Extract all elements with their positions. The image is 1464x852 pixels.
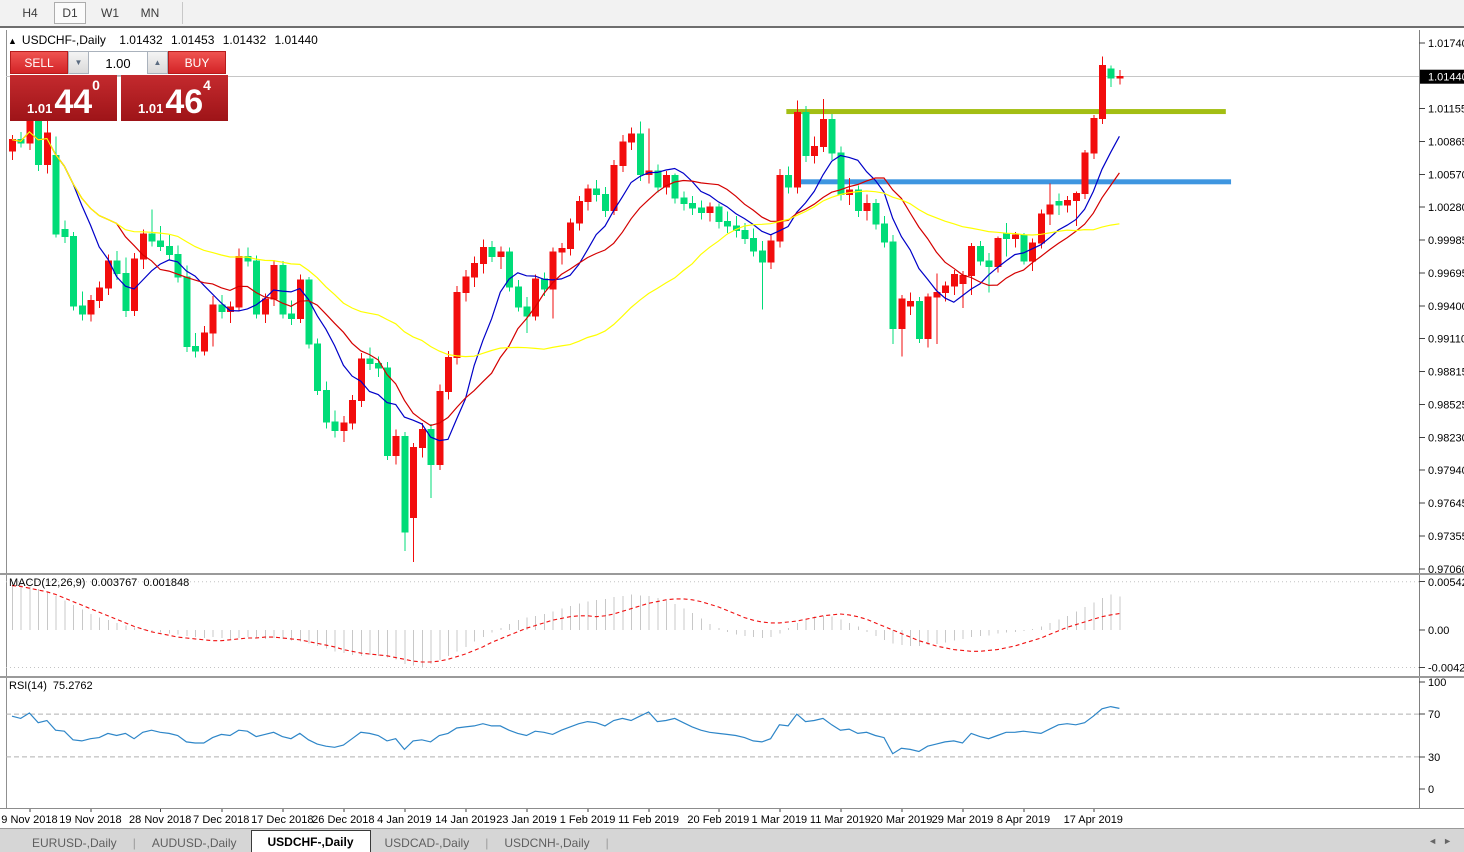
buy-price-prefix: 1.01: [138, 101, 164, 116]
rsi-label: RSI(14) 75.2762: [9, 680, 93, 692]
volume-decrease-button[interactable]: ▼: [68, 51, 89, 74]
buy-price-display[interactable]: 1.01 46 4: [121, 75, 228, 121]
sell-price-big: 44: [54, 83, 93, 121]
svg-text:20 Mar 2019: 20 Mar 2019: [871, 814, 933, 826]
ohlc-close: 1.01440: [274, 33, 318, 47]
svg-text:70: 70: [1428, 709, 1440, 721]
svg-text:1.01740: 1.01740: [1428, 38, 1464, 50]
tab-scroll-arrows[interactable]: ◄►: [1428, 836, 1458, 846]
volume-increase-button[interactable]: ▲: [147, 51, 168, 74]
svg-text:17 Apr 2019: 17 Apr 2019: [1064, 814, 1123, 826]
svg-text:11 Feb 2019: 11 Feb 2019: [618, 814, 679, 826]
current-price-badge: 1.01440: [1428, 72, 1464, 84]
rsi-indicator-panel[interactable]: RSI(14) 75.2762 100 70 30 0: [0, 678, 1464, 809]
buy-price-sup: 4: [203, 77, 211, 93]
svg-text:-0.004217: -0.004217: [1428, 662, 1464, 674]
svg-text:8 Apr 2019: 8 Apr 2019: [997, 814, 1050, 826]
candlestick-chart[interactable]: 1.01740 1.01155 1.00865 1.00570 1.00280 0.999…: [0, 30, 1464, 573]
tab-usdchf[interactable]: USDCHF-,Daily: [250, 830, 371, 852]
tab-usdcnh[interactable]: USDCNH-,Daily: [504, 836, 590, 850]
svg-text:4 Jan 2019: 4 Jan 2019: [377, 814, 431, 826]
svg-text:23 Jan 2019: 23 Jan 2019: [496, 814, 557, 826]
chart-symbol-label: USDCHF-,Daily: [21, 33, 106, 47]
tab-audusd[interactable]: AUDUSD-,Daily: [151, 836, 237, 850]
ohlc-low: 1.01432: [222, 33, 267, 47]
toolbar-separator: [182, 2, 183, 24]
svg-text:14 Jan 2019: 14 Jan 2019: [435, 814, 496, 826]
tab-scroll-right-icon: ►: [1443, 836, 1458, 846]
macd-label: MACD(12,26,9) 0.003767 0.001848: [9, 577, 190, 589]
one-click-trade-panel: SELL ▼ ▲ BUY 1.01 44 0 1.01 46 4: [10, 51, 228, 121]
resistance-line: [786, 109, 1226, 115]
macd-main-value: 0.003767: [91, 577, 138, 589]
svg-text:20 Feb 2019: 20 Feb 2019: [687, 814, 749, 826]
svg-text:29 Mar 2019: 29 Mar 2019: [932, 814, 994, 826]
sell-price-prefix: 1.01: [27, 101, 53, 116]
svg-text:0.98525: 0.98525: [1428, 399, 1464, 411]
svg-text:0.005429: 0.005429: [1428, 577, 1464, 589]
svg-text:9 Nov 2018: 9 Nov 2018: [1, 814, 57, 826]
svg-text:0.99400: 0.99400: [1428, 301, 1464, 313]
buy-price-big: 46: [165, 83, 204, 121]
timeframe-button-h4[interactable]: H4: [22, 6, 38, 20]
chart-window: ▲ USDCHF-,Daily 1.01432 1.01453 1.01432 1…: [0, 26, 1464, 852]
svg-text:11 Mar 2019: 11 Mar 2019: [810, 814, 871, 826]
svg-text:0.97645: 0.97645: [1428, 498, 1464, 510]
timeframe-button-d1[interactable]: D1: [54, 2, 86, 24]
ohlc-high: 1.01453: [171, 33, 215, 47]
tab-eurusd[interactable]: EURUSD-,Daily: [32, 836, 117, 850]
svg-text:0.98230: 0.98230: [1428, 432, 1464, 444]
collapse-triangle-icon[interactable]: ▲: [8, 36, 17, 46]
date-axis-labels: 9 Nov 2018 19 Nov 2018 28 Nov 2018 7 Dec 20…: [1, 809, 1123, 826]
svg-text:17 Dec 2018: 17 Dec 2018: [251, 814, 313, 826]
chart-title: ▲ USDCHF-,Daily 1.01432 1.01453 1.01432 1…: [8, 33, 323, 47]
svg-text:1.01155: 1.01155: [1428, 104, 1464, 116]
rsi-chart: 100 70 30 0: [6, 678, 1446, 808]
tab-usdcad[interactable]: USDCAD-,Daily: [384, 836, 470, 850]
svg-text:0.99985: 0.99985: [1428, 235, 1464, 247]
support-line: [795, 179, 1232, 185]
macd-signal-value: 0.001848: [143, 577, 190, 589]
rsi-value: 75.2762: [52, 680, 93, 692]
svg-text:7 Dec 2018: 7 Dec 2018: [193, 814, 249, 826]
svg-text:0.97940: 0.97940: [1428, 465, 1464, 477]
volume-input[interactable]: [89, 51, 147, 76]
macd-chart: 0.005429 0.00 -0.004217: [6, 575, 1464, 676]
svg-text:30: 30: [1428, 752, 1440, 764]
sell-price-sup: 0: [92, 77, 100, 93]
ohlc-open: 1.01432: [119, 33, 163, 47]
svg-text:0.99110: 0.99110: [1428, 334, 1464, 346]
timeframe-toolbar: H4 D1 W1 MN: [0, 0, 1464, 26]
svg-text:0.98815: 0.98815: [1428, 367, 1464, 379]
svg-text:19 Nov 2018: 19 Nov 2018: [59, 814, 121, 826]
svg-text:1.00570: 1.00570: [1428, 169, 1464, 181]
svg-text:1.00865: 1.00865: [1428, 136, 1464, 148]
svg-text:0: 0: [1428, 784, 1434, 796]
sell-price-display[interactable]: 1.01 44 0: [10, 75, 117, 121]
sell-button[interactable]: SELL: [10, 51, 68, 74]
svg-text:1.00280: 1.00280: [1428, 202, 1464, 214]
svg-text:26 Dec 2018: 26 Dec 2018: [312, 814, 374, 826]
timeframe-button-w1[interactable]: W1: [101, 6, 119, 20]
svg-text:1 Mar 2019: 1 Mar 2019: [752, 814, 808, 826]
date-axis: 9 Nov 2018 19 Nov 2018 28 Nov 2018 7 Dec 20…: [0, 809, 1464, 828]
svg-text:0.97060: 0.97060: [1428, 564, 1464, 573]
svg-text:1 Feb 2019: 1 Feb 2019: [560, 814, 616, 826]
svg-text:0.00: 0.00: [1428, 625, 1449, 637]
svg-text:0.99695: 0.99695: [1428, 268, 1464, 280]
buy-button[interactable]: BUY: [168, 51, 226, 74]
svg-text:100: 100: [1428, 678, 1446, 689]
tab-scroll-left-icon: ◄: [1428, 836, 1444, 846]
price-chart-panel[interactable]: ▲ USDCHF-,Daily 1.01432 1.01453 1.01432 1…: [0, 30, 1464, 575]
chart-tabs-bar: EURUSD-,Daily | AUDUSD-,Daily USDCHF-,Da…: [0, 828, 1464, 852]
svg-text:28 Nov 2018: 28 Nov 2018: [129, 814, 191, 826]
svg-text:0.97355: 0.97355: [1428, 531, 1464, 543]
timeframe-button-mn[interactable]: MN: [140, 6, 160, 20]
